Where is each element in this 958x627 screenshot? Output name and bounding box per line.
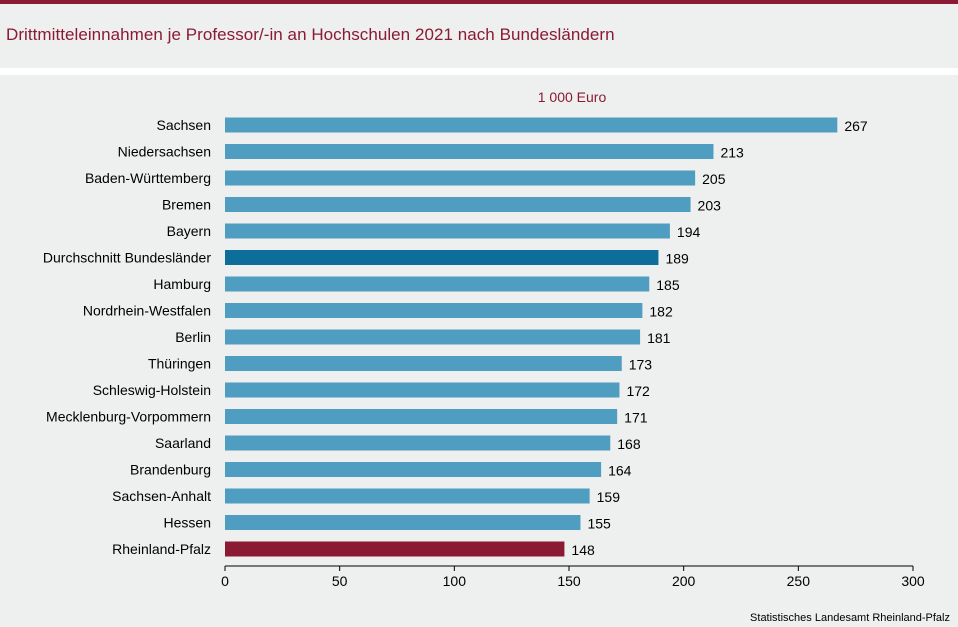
value-label: 213: [720, 145, 744, 161]
bar: [225, 144, 714, 159]
category-label: Mecklenburg-Vorpommern: [46, 409, 211, 425]
value-label: 189: [665, 251, 689, 267]
category-label: Niedersachsen: [118, 144, 211, 160]
category-label: Hamburg: [153, 276, 211, 292]
bar: [225, 329, 641, 345]
bar: [225, 276, 650, 292]
bar: [225, 435, 611, 451]
unit-label: 1 000 Euro: [538, 89, 607, 105]
bar: [225, 382, 620, 398]
value-label: 185: [656, 277, 680, 293]
bar: [225, 170, 696, 186]
x-tick-label: 150: [557, 573, 581, 589]
category-label: Berlin: [175, 329, 211, 345]
plot-area: [0, 75, 958, 627]
category-label: Thüringen: [148, 356, 211, 372]
value-label: 172: [626, 383, 650, 399]
chart-header: Drittmitteleinnahmen je Professor/-in an…: [0, 4, 958, 68]
x-tick-label: 250: [787, 573, 811, 589]
category-label: Schleswig-Holstein: [93, 382, 211, 398]
category-label: Durchschnitt Bundesländer: [43, 250, 211, 266]
value-label: 159: [597, 489, 621, 505]
value-label: 173: [629, 357, 653, 373]
value-label: 182: [649, 304, 673, 320]
value-label: 155: [587, 516, 611, 532]
category-label: Bremen: [162, 197, 211, 213]
x-tick-label: 50: [332, 573, 348, 589]
bar: [225, 223, 670, 239]
bar: [225, 303, 643, 318]
category-label: Baden-Württemberg: [85, 170, 211, 186]
value-label: 203: [698, 198, 722, 214]
source-note: Statistisches Landesamt Rheinland-Pfalz: [750, 612, 950, 624]
value-label: 205: [702, 171, 726, 187]
x-tick-label: 100: [443, 573, 467, 589]
bar: [225, 541, 565, 557]
category-label: Hessen: [164, 515, 211, 531]
bar: [225, 515, 581, 530]
x-tick-label: 200: [672, 573, 696, 589]
bar: [225, 462, 602, 477]
value-label: 168: [617, 436, 641, 452]
category-label: Nordrhein-Westfalen: [83, 303, 211, 319]
x-tick-label: 0: [221, 573, 229, 589]
value-label: 148: [571, 542, 595, 558]
bar: [225, 488, 590, 504]
value-label: 194: [677, 224, 701, 240]
category-label: Sachsen-Anhalt: [112, 488, 211, 504]
bar: [225, 250, 659, 265]
bar: [225, 409, 618, 424]
header-divider: [0, 68, 958, 75]
category-label: Saarland: [155, 435, 211, 451]
chart-title: Drittmitteleinnahmen je Professor/-in an…: [6, 25, 615, 44]
value-label: 181: [647, 330, 671, 346]
bar: [225, 356, 622, 371]
category-label: Sachsen: [157, 117, 211, 133]
x-tick-label: 300: [901, 573, 925, 589]
category-label: Rheinland-Pfalz: [112, 541, 211, 557]
category-label: Bayern: [167, 223, 211, 239]
bar: [225, 117, 838, 133]
value-label: 164: [608, 463, 632, 479]
value-label: 171: [624, 410, 648, 426]
value-label: 267: [844, 118, 868, 134]
category-label: Brandenburg: [130, 462, 211, 478]
bar: [225, 197, 691, 212]
top-accent-bar: [0, 0, 958, 4]
